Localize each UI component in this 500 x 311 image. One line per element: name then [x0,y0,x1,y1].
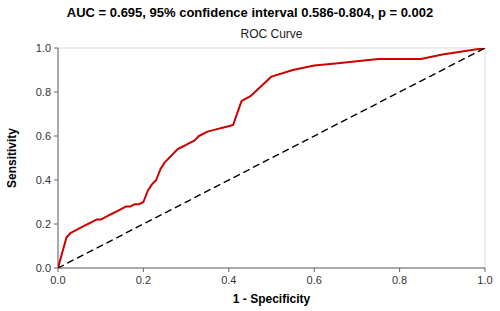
y-axis-label: Sensitivity [5,128,19,188]
y-tick-label: 0.6 [36,130,51,142]
chart: AUC = 0.695, 95% confidence interval 0.5… [0,0,500,311]
y-tick [54,180,58,181]
y-tick-label: 1.0 [36,42,51,54]
plot-area [58,48,485,268]
y-tick [54,136,58,137]
x-tick [485,268,486,272]
y-tick [54,268,58,269]
x-tick-label: 0.8 [392,274,407,286]
x-tick-label: 0.0 [50,274,65,286]
y-tick [54,92,58,93]
x-tick [314,268,315,272]
y-tick [54,224,58,225]
roc-line [58,48,485,268]
y-tick-label: 0.0 [36,262,51,274]
x-tick [399,268,400,272]
reference-line [58,48,485,268]
x-tick-label: 0.6 [307,274,322,286]
x-axis-line [58,268,485,269]
x-tick [228,268,229,272]
x-tick-label: 0.4 [221,274,236,286]
y-tick-label: 0.8 [36,86,51,98]
title: AUC = 0.695, 95% confidence interval 0.5… [67,5,433,20]
x-tick-label: 1.0 [477,274,492,286]
x-tick [143,268,144,272]
y-tick-label: 0.4 [36,174,51,186]
y-tick [54,48,58,49]
x-axis-label: 1 - Specificity [233,292,311,306]
y-axis-line [58,48,59,268]
subtitle: ROC Curve [240,27,302,41]
y-tick-label: 0.2 [36,218,51,230]
plot-frame [58,48,485,268]
x-tick-label: 0.2 [136,274,151,286]
x-tick [58,268,59,272]
